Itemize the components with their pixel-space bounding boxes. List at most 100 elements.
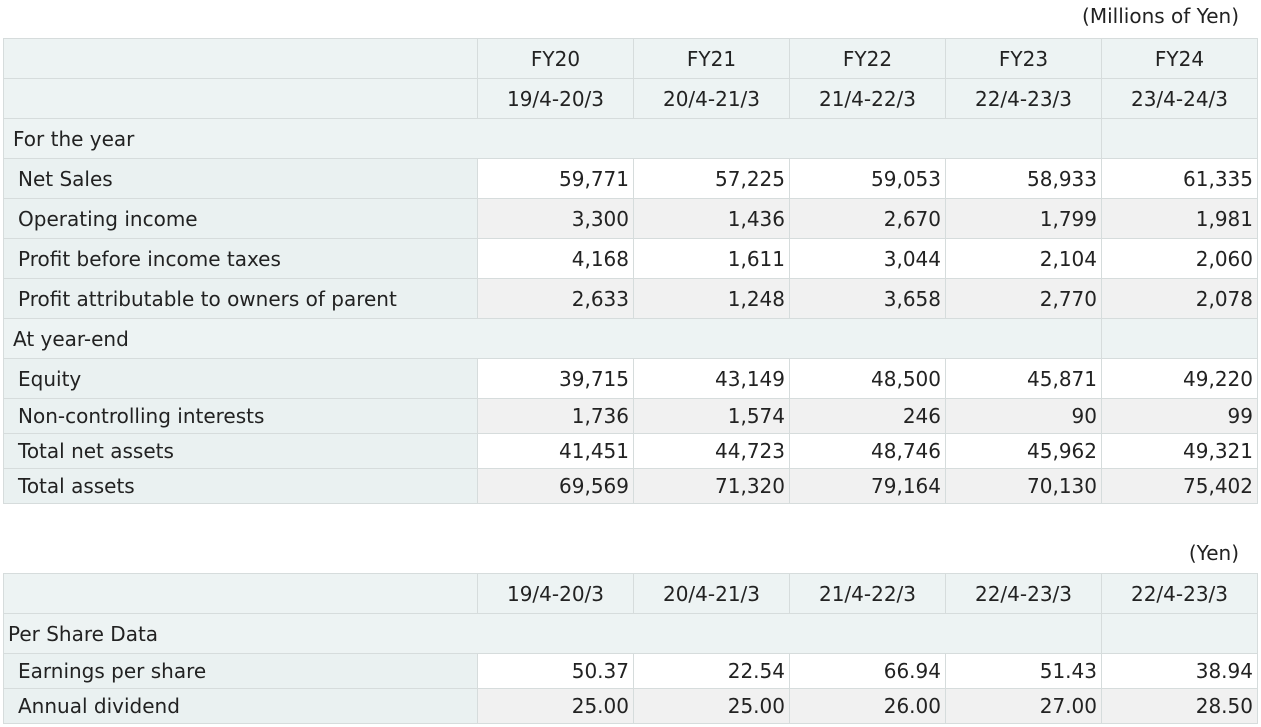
table-row: Non-controlling interests 1,736 1,574 24… xyxy=(3,398,1258,434)
value-cell: 25.00 xyxy=(477,688,634,724)
section-label: Per Share Data xyxy=(3,613,1102,654)
value-cell: 43,149 xyxy=(633,358,790,399)
period-header: 21/4-22/3 xyxy=(789,573,946,614)
header-empty-cell xyxy=(3,38,478,79)
period-header: 22/4-23/3 xyxy=(945,78,1102,119)
financial-summary-table: FY20 FY21 FY22 FY23 FY24 19/4-20/3 20/4-… xyxy=(3,38,1258,504)
section-empty-cell xyxy=(1101,613,1258,654)
section-empty-cell xyxy=(1101,318,1258,359)
table-row: Net Sales 59,771 57,225 59,053 58,933 61… xyxy=(3,158,1258,199)
period-header: 23/4-24/3 xyxy=(1101,78,1258,119)
value-cell: 1,611 xyxy=(633,238,790,279)
period-header-row: 19/4-20/3 20/4-21/3 21/4-22/3 22/4-23/3 … xyxy=(3,573,1258,614)
value-cell: 1,799 xyxy=(945,198,1102,239)
row-label: Operating income xyxy=(3,198,478,239)
value-cell: 28.50 xyxy=(1101,688,1258,724)
unit-label-yen: (Yen) xyxy=(1188,541,1239,565)
value-cell: 48,746 xyxy=(789,433,946,469)
section-label: At year-end xyxy=(3,318,1102,359)
period-header: 20/4-21/3 xyxy=(633,573,790,614)
section-empty-cell xyxy=(1101,118,1258,159)
row-label: Total net assets xyxy=(3,433,478,469)
value-cell: 22.54 xyxy=(633,653,790,689)
value-cell: 2,770 xyxy=(945,278,1102,319)
value-cell: 3,044 xyxy=(789,238,946,279)
value-cell: 2,060 xyxy=(1101,238,1258,279)
value-cell: 44,723 xyxy=(633,433,790,469)
fiscal-year-header: FY20 xyxy=(477,38,634,79)
value-cell: 99 xyxy=(1101,398,1258,434)
value-cell: 3,300 xyxy=(477,198,634,239)
value-cell: 27.00 xyxy=(945,688,1102,724)
value-cell: 26.00 xyxy=(789,688,946,724)
value-cell: 4,168 xyxy=(477,238,634,279)
row-label: Equity xyxy=(3,358,478,399)
table-row: Profit before income taxes 4,168 1,611 3… xyxy=(3,238,1258,279)
table-row: Total assets 69,569 71,320 79,164 70,130… xyxy=(3,468,1258,504)
value-cell: 41,451 xyxy=(477,433,634,469)
period-header: 22/4-23/3 xyxy=(945,573,1102,614)
value-cell: 66.94 xyxy=(789,653,946,689)
row-label: Profit before income taxes xyxy=(3,238,478,279)
value-cell: 51.43 xyxy=(945,653,1102,689)
section-row-at-year-end: At year-end xyxy=(3,318,1258,359)
value-cell: 25.00 xyxy=(633,688,790,724)
value-cell: 90 xyxy=(945,398,1102,434)
section-label: For the year xyxy=(3,118,1102,159)
section-row-per-share: Per Share Data xyxy=(3,613,1258,654)
value-cell: 1,736 xyxy=(477,398,634,434)
value-cell: 70,130 xyxy=(945,468,1102,504)
value-cell: 59,053 xyxy=(789,158,946,199)
table-row: Profit attributable to owners of parent … xyxy=(3,278,1258,319)
unit-label-millions: (Millions of Yen) xyxy=(1082,4,1239,28)
value-cell: 71,320 xyxy=(633,468,790,504)
value-cell: 61,335 xyxy=(1101,158,1258,199)
table-row: Equity 39,715 43,149 48,500 45,871 49,22… xyxy=(3,358,1258,399)
table-row: Operating income 3,300 1,436 2,670 1,799… xyxy=(3,198,1258,239)
value-cell: 59,771 xyxy=(477,158,634,199)
value-cell: 1,248 xyxy=(633,278,790,319)
fiscal-year-header: FY21 xyxy=(633,38,790,79)
value-cell: 49,220 xyxy=(1101,358,1258,399)
period-header: 19/4-20/3 xyxy=(477,78,634,119)
row-label: Net Sales xyxy=(3,158,478,199)
value-cell: 58,933 xyxy=(945,158,1102,199)
value-cell: 57,225 xyxy=(633,158,790,199)
period-header: 20/4-21/3 xyxy=(633,78,790,119)
table-row: Earnings per share 50.37 22.54 66.94 51.… xyxy=(3,653,1258,689)
row-label: Total assets xyxy=(3,468,478,504)
value-cell: 2,670 xyxy=(789,198,946,239)
value-cell: 38.94 xyxy=(1101,653,1258,689)
row-label: Non-controlling interests xyxy=(3,398,478,434)
value-cell: 39,715 xyxy=(477,358,634,399)
fiscal-year-header: FY24 xyxy=(1101,38,1258,79)
fiscal-year-header: FY23 xyxy=(945,38,1102,79)
fiscal-year-header: FY22 xyxy=(789,38,946,79)
row-label: Earnings per share xyxy=(3,653,478,689)
period-header-row: 19/4-20/3 20/4-21/3 21/4-22/3 22/4-23/3 … xyxy=(3,78,1258,119)
value-cell: 48,500 xyxy=(789,358,946,399)
value-cell: 1,436 xyxy=(633,198,790,239)
value-cell: 75,402 xyxy=(1101,468,1258,504)
value-cell: 1,574 xyxy=(633,398,790,434)
value-cell: 2,633 xyxy=(477,278,634,319)
row-label: Annual dividend xyxy=(3,688,478,724)
value-cell: 69,569 xyxy=(477,468,634,504)
value-cell: 1,981 xyxy=(1101,198,1258,239)
fiscal-year-header-row: FY20 FY21 FY22 FY23 FY24 xyxy=(3,38,1258,79)
value-cell: 45,962 xyxy=(945,433,1102,469)
period-header: 21/4-22/3 xyxy=(789,78,946,119)
value-cell: 246 xyxy=(789,398,946,434)
row-label: Profit attributable to owners of parent xyxy=(3,278,478,319)
value-cell: 3,658 xyxy=(789,278,946,319)
value-cell: 79,164 xyxy=(789,468,946,504)
value-cell: 2,104 xyxy=(945,238,1102,279)
value-cell: 50.37 xyxy=(477,653,634,689)
header-empty-cell xyxy=(3,78,478,119)
per-share-table: 19/4-20/3 20/4-21/3 21/4-22/3 22/4-23/3 … xyxy=(3,573,1258,724)
value-cell: 2,078 xyxy=(1101,278,1258,319)
value-cell: 45,871 xyxy=(945,358,1102,399)
period-header: 19/4-20/3 xyxy=(477,573,634,614)
value-cell: 49,321 xyxy=(1101,433,1258,469)
table-row: Annual dividend 25.00 25.00 26.00 27.00 … xyxy=(3,688,1258,724)
